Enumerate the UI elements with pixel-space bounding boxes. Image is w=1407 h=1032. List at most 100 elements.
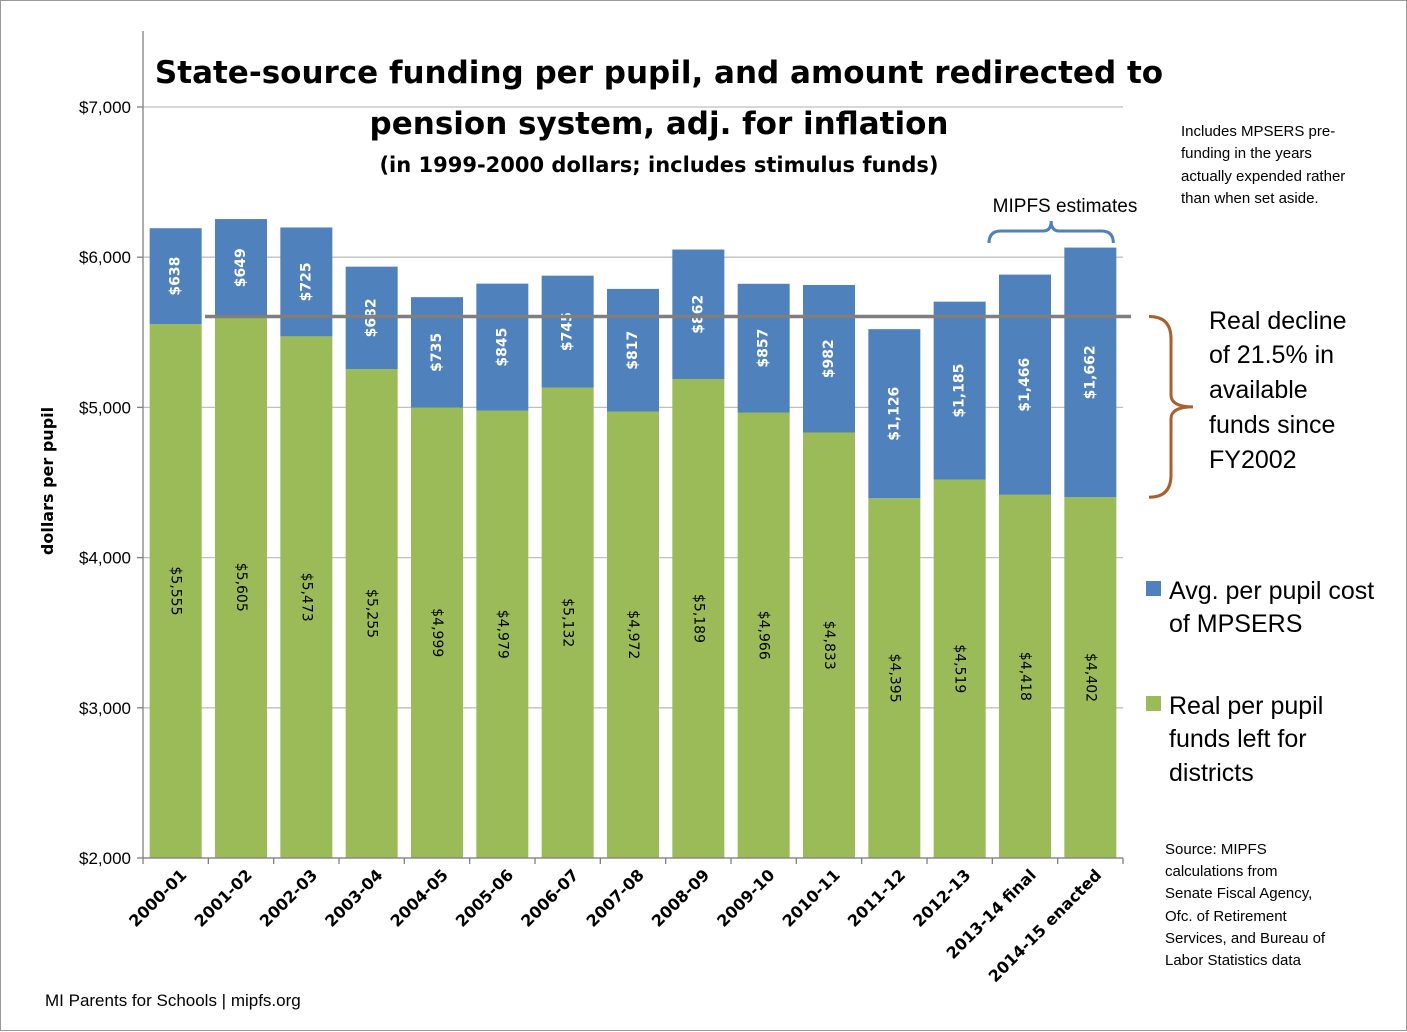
note-line-3: actually expended rather <box>1181 168 1345 185</box>
funds-value-label: $4,395 <box>886 654 902 703</box>
estimates-brace <box>987 220 1115 244</box>
bar-funds <box>149 324 202 858</box>
bar-funds <box>672 379 725 858</box>
bar-funds <box>345 369 398 858</box>
decline-line-3: available <box>1209 376 1308 404</box>
bars: $5,555$638$5,605$649$5,473$725$5,255$682… <box>149 219 1131 858</box>
x-tick-label: 2007-08 <box>582 865 647 930</box>
bar-pension <box>737 283 790 413</box>
pension-value-label: $982 <box>821 339 837 378</box>
x-tick-label: 2005-06 <box>452 865 517 930</box>
funds-value-label: $5,255 <box>364 589 380 638</box>
estimates-label: MIPFS estimates <box>993 196 1138 217</box>
bar-funds <box>999 494 1051 858</box>
legend-funds-line-2: funds left for <box>1169 725 1307 753</box>
x-tick-label: 2008-09 <box>648 865 713 930</box>
y-tick-label: $4,000 <box>79 549 131 568</box>
note-line-4: than when set aside. <box>1181 190 1319 207</box>
legend-pension-line-2: of MPSERS <box>1169 610 1302 638</box>
y-tick-label: $5,000 <box>79 398 131 417</box>
bar-pension <box>672 249 725 380</box>
y-axis-label: dollars per pupil <box>38 407 57 555</box>
x-tick-label: 2004-05 <box>386 865 451 930</box>
pension-value-label: $638 <box>168 257 184 296</box>
bar-funds <box>868 498 921 858</box>
y-tick-label: $6,000 <box>79 248 131 267</box>
source-line-4: Ofc. of Retirement <box>1165 908 1288 925</box>
x-tick-label: 2009-10 <box>713 865 778 930</box>
bar-pension <box>933 301 986 480</box>
y-axis: $2,000 $3,000 $4,000 $5,000 $6,000 $7,000 <box>79 31 144 868</box>
funds-value-label: $4,402 <box>1082 653 1098 702</box>
funds-value-label: $4,999 <box>429 608 445 657</box>
funds-value-label: $5,189 <box>690 594 706 643</box>
note-line-2: funding in the years <box>1181 145 1312 162</box>
pension-value-label: $1,185 <box>952 364 968 418</box>
legend-funds-line-1: Real per pupil <box>1169 692 1323 720</box>
funds-value-label: $5,605 <box>233 563 249 612</box>
x-tick-label: 2010-11 <box>778 865 843 930</box>
legend-pension-line-1: Avg. per pupil cost <box>1169 577 1374 605</box>
legend-funds-line-3: districts <box>1169 759 1254 787</box>
pension-value-label: $735 <box>429 333 445 372</box>
bar-funds <box>607 411 659 858</box>
note-line-1: Includes MPSERS pre- <box>1181 123 1335 140</box>
source-line-2: calculations from <box>1165 863 1278 880</box>
legend-swatch-funds <box>1146 696 1161 711</box>
bar-pension <box>215 219 267 317</box>
bar-funds <box>411 407 463 858</box>
bar-pension <box>149 228 202 325</box>
funds-value-label: $5,555 <box>168 567 184 616</box>
bar-funds <box>476 410 529 858</box>
x-tick-label: 2000-01 <box>125 865 190 930</box>
decline-line-4: funds since <box>1209 411 1335 439</box>
bar-funds <box>280 336 333 858</box>
funds-value-label: $4,966 <box>756 611 772 660</box>
funds-value-label: $4,519 <box>952 644 968 693</box>
x-tick-label: 2014-15 enacted <box>985 865 1106 986</box>
source-line-1: Source: MIPFS <box>1165 841 1267 858</box>
bar-pension <box>607 288 659 412</box>
bar-funds <box>737 412 790 858</box>
decline-line-1: Real decline <box>1209 307 1347 335</box>
bar-funds <box>541 387 594 858</box>
bar-funds <box>933 479 986 858</box>
pension-value-label: $1,662 <box>1082 345 1098 399</box>
bar-pension <box>476 283 529 411</box>
chart-title-line-2: pension system, adj. for inflation <box>370 106 949 142</box>
source-line-5: Services, and Bureau of <box>1165 930 1326 947</box>
pension-value-label: $1,126 <box>886 387 902 441</box>
pension-value-label: $1,466 <box>1017 358 1033 412</box>
pension-value-label: $817 <box>625 331 641 370</box>
footer-credit: MI Parents for Schools | mipfs.org <box>45 991 301 1010</box>
source-line-3: Senate Fiscal Agency, <box>1165 885 1312 902</box>
funds-value-label: $4,972 <box>625 610 641 659</box>
bar-funds <box>1064 497 1117 858</box>
y-tick-label: $2,000 <box>79 849 131 868</box>
funds-value-label: $4,418 <box>1017 652 1033 701</box>
funds-value-label: $4,979 <box>494 610 510 659</box>
bar-funds <box>803 432 855 858</box>
decline-brace <box>1148 315 1194 499</box>
x-tick-label: 2011-12 <box>844 865 909 930</box>
bar-pension <box>868 329 921 499</box>
chart-subtitle: (in 1999-2000 dollars; includes stimulus… <box>379 153 938 177</box>
chart-title-line-1: State-source funding per pupil, and amou… <box>155 55 1163 91</box>
y-tick-label: $3,000 <box>79 699 131 718</box>
bar-pension <box>803 284 855 433</box>
x-tick-label: 2006-07 <box>517 865 582 930</box>
x-tick-label: 2002-03 <box>256 865 321 930</box>
bar-funds <box>215 316 267 858</box>
bar-pension <box>999 274 1051 495</box>
bar-pension <box>541 275 594 388</box>
x-axis: 2000-01 2001-02 2002-03 2003-04 2004-05 2005-… <box>125 857 1124 986</box>
x-tick-label: 2003-04 <box>321 865 386 930</box>
pension-value-label: $857 <box>756 329 772 368</box>
funds-value-label: $5,473 <box>298 573 314 622</box>
x-tick-label: 2012-13 <box>909 865 974 930</box>
pension-value-label: $649 <box>233 248 249 287</box>
decline-line-2: of 21.5% in <box>1209 341 1334 369</box>
legend-swatch-pension <box>1146 581 1161 596</box>
